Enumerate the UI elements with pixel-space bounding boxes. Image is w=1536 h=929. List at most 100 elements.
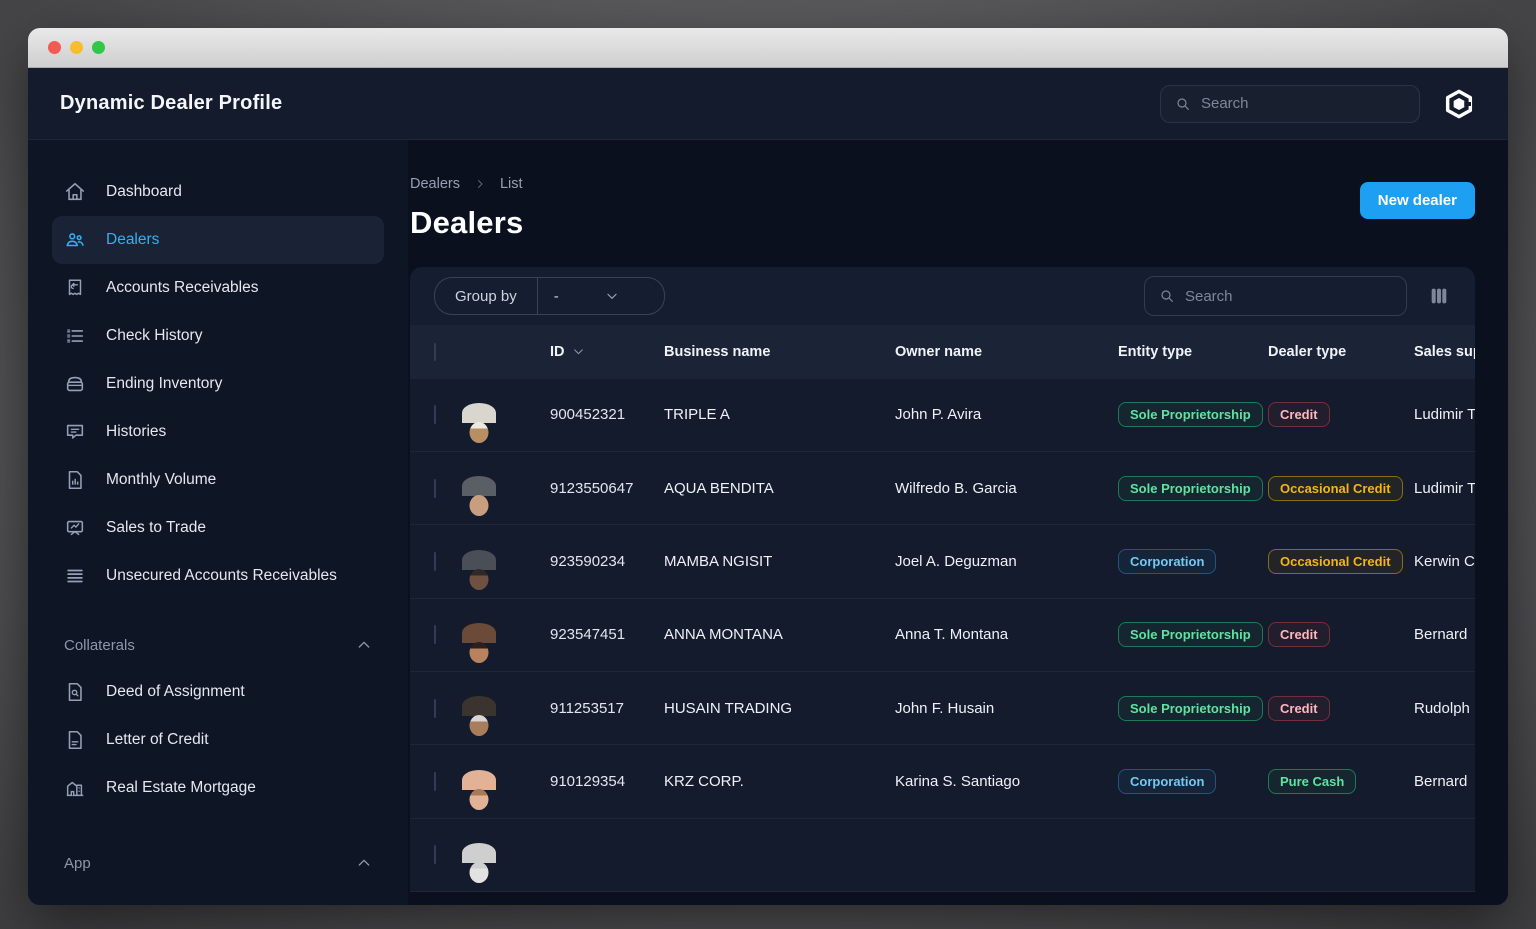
- row-checkbox[interactable]: [434, 478, 436, 498]
- row-checkbox[interactable]: [434, 698, 436, 718]
- row-checkbox[interactable]: [434, 625, 436, 645]
- search-icon: [1161, 290, 1173, 302]
- cell-owner-name: Joel A. Deguzman: [895, 553, 1017, 571]
- traffic-lights: [48, 41, 105, 54]
- section-label: Collaterals: [64, 636, 135, 654]
- group-by-control: Group by -: [434, 277, 665, 315]
- people-icon: [66, 233, 84, 247]
- cell-business-name: HUSAIN TRADING: [664, 699, 793, 717]
- table-row[interactable]: 910129354 KRZ CORP. Karina S. Santiago C…: [410, 745, 1475, 819]
- cell-business-name: KRZ CORP.: [664, 773, 744, 790]
- cell-id: 9123550647: [550, 479, 634, 497]
- sidebar-item-unsecured-accounts-receivables[interactable]: Unsecured Accounts Receivables: [52, 552, 384, 600]
- app-root: Dynamic Dealer Profile Dashboard: [28, 68, 1508, 905]
- main-content: Dealers List Dealers New dealer Group by…: [408, 140, 1508, 905]
- entity-type-badge: Corporation: [1118, 769, 1217, 794]
- group-by-value: -: [553, 287, 559, 305]
- column-header-business-name[interactable]: Business name: [664, 343, 771, 360]
- cell-sales-supervisor: Ludimir T: [1414, 406, 1475, 424]
- sort-chevron-down-icon: [573, 349, 583, 355]
- column-header-entity-type[interactable]: Entity type: [1118, 343, 1193, 360]
- sidebar-item-accounts-receivables[interactable]: Accounts Receivables: [52, 264, 384, 312]
- cell-sales-supervisor: Kerwin C: [1414, 553, 1475, 571]
- group-by-label: Group by: [435, 278, 538, 314]
- sidebar-item-label: Monthly Volume: [106, 471, 217, 488]
- document-chart-icon: [68, 470, 82, 490]
- cell-owner-name: Wilfredo B. Garcia: [895, 479, 1017, 497]
- entity-type-badge: Sole Proprietorship: [1118, 695, 1263, 721]
- dealer-type-badge: Credit: [1268, 695, 1330, 721]
- sidebar-section-collaterals[interactable]: Collaterals: [52, 622, 384, 668]
- sidebar-item-dashboard[interactable]: Dashboard: [52, 168, 384, 216]
- row-checkbox[interactable]: [434, 845, 436, 865]
- document-search-icon: [68, 682, 82, 702]
- table-row[interactable]: 911253517 HUSAIN TRADING John F. Husain …: [410, 672, 1475, 746]
- cell-business-name: ANNA MONTANA: [664, 626, 783, 644]
- sidebar-item-dealers[interactable]: Dealers: [52, 216, 384, 264]
- column-header-owner-name[interactable]: Owner name: [895, 343, 983, 360]
- column-header-dealer-type[interactable]: Dealer type: [1268, 343, 1347, 360]
- global-search[interactable]: [1160, 84, 1420, 123]
- sidebar-item-label: Histories: [106, 423, 167, 440]
- sidebar-item-monthly-volume[interactable]: Monthly Volume: [52, 456, 384, 504]
- row-checkbox[interactable]: [434, 405, 436, 425]
- close-window-button[interactable]: [48, 41, 61, 54]
- minimize-window-button[interactable]: [70, 41, 83, 54]
- zoom-window-button[interactable]: [92, 41, 105, 54]
- dealer-type-badge: Occasional Credit: [1268, 549, 1403, 575]
- table-row[interactable]: 900452321 TRIPLE A John P. Avira Sole Pr…: [410, 378, 1475, 453]
- sidebar-item-sales-to-trade[interactable]: Sales to Trade: [52, 504, 384, 552]
- sidebar-item-label: Sales to Trade: [106, 519, 206, 536]
- cell-sales-supervisor: Bernard: [1414, 773, 1468, 790]
- column-header-id[interactable]: ID: [550, 344, 664, 360]
- new-dealer-button[interactable]: New dealer: [1359, 182, 1475, 219]
- checklist-icon: [66, 329, 84, 343]
- group-by-select[interactable]: -: [538, 278, 664, 314]
- table-row[interactable]: 923547451 ANNA MONTANA Anna T. Montana S…: [410, 598, 1475, 673]
- breadcrumb-dealers[interactable]: Dealers: [410, 176, 460, 192]
- select-all-checkbox[interactable]: [434, 342, 436, 361]
- cell-id: 923547451: [550, 626, 626, 644]
- table-search[interactable]: [1144, 276, 1407, 316]
- sidebar-item-real-estate-mortgage[interactable]: Real Estate Mortgage: [52, 764, 384, 812]
- row-checkbox[interactable]: [434, 552, 436, 572]
- entity-type-badge: Sole Proprietorship: [1118, 622, 1263, 648]
- cell-sales-supervisor: Bernard: [1414, 626, 1468, 644]
- sidebar-item-label: Letter of Credit: [106, 731, 209, 748]
- table-search-input[interactable]: [1184, 287, 1392, 305]
- brand-logo-icon: [1442, 87, 1476, 121]
- breadcrumb-list[interactable]: List: [499, 176, 523, 192]
- table-row[interactable]: 923590234 MAMBA NGISIT Joel A. Deguzman …: [410, 525, 1475, 599]
- page-title: Dealers: [410, 205, 524, 240]
- sidebar-item-letter-of-credit[interactable]: Letter of Credit: [52, 716, 384, 764]
- chat-bubble-icon: [66, 424, 84, 439]
- row-checkbox[interactable]: [434, 772, 436, 791]
- cell-sales-supervisor: Ludimir T: [1414, 479, 1475, 497]
- receipt-icon: [68, 279, 82, 296]
- cell-owner-name: Anna T. Montana: [895, 626, 1009, 644]
- sidebar-section-app[interactable]: App: [52, 840, 384, 886]
- cell-owner-name: Karina S. Santiago: [895, 773, 1021, 790]
- column-header-sales-supervisor[interactable]: Sales supervisor: [1414, 343, 1475, 360]
- window-titlebar: [28, 28, 1508, 68]
- sidebar-item-label: Real Estate Mortgage: [106, 779, 256, 796]
- presentation-chart-icon: [66, 520, 84, 536]
- sidebar-item-label: Dashboard: [106, 183, 182, 200]
- global-search-input[interactable]: [1200, 95, 1405, 112]
- sidebar-item-histories[interactable]: Histories: [52, 408, 384, 456]
- sidebar-item-label: Deed of Assignment: [106, 683, 245, 700]
- entity-type-badge: Sole Proprietorship: [1118, 475, 1263, 501]
- sidebar-item-ending-inventory[interactable]: Ending Inventory: [52, 360, 384, 408]
- breadcrumb: Dealers List: [410, 176, 1475, 192]
- column-settings-button[interactable]: [1427, 284, 1451, 308]
- section-label: App: [64, 854, 91, 872]
- cell-business-name: MAMBA NGISIT: [664, 553, 773, 571]
- sidebar-item-check-history[interactable]: Check History: [52, 312, 384, 360]
- cell-business-name: AQUA BENDITA: [664, 479, 774, 497]
- table-row[interactable]: 9123550647 AQUA BENDITA Wilfredo B. Garc…: [410, 452, 1475, 526]
- entity-type-badge: Sole Proprietorship: [1118, 402, 1263, 428]
- sidebar-item-label: Accounts Receivables: [106, 279, 259, 296]
- sidebar-item-deed-of-assignment[interactable]: Deed of Assignment: [52, 668, 384, 716]
- table-row[interactable]: [410, 818, 1475, 892]
- entity-type-badge: Corporation: [1118, 549, 1217, 575]
